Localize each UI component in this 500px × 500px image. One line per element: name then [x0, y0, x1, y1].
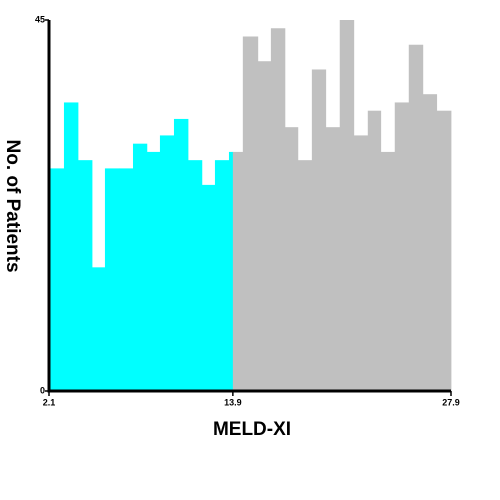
- bar: [325, 127, 341, 391]
- bar: [228, 151, 234, 391]
- y-tick-label: 45: [35, 14, 45, 24]
- x-tick-label: 13.9: [224, 397, 242, 407]
- y-axis-title: No. of Patients: [2, 139, 23, 272]
- bar: [132, 143, 148, 391]
- bar: [232, 151, 244, 391]
- x-axis-title: MELD-XI: [213, 419, 291, 440]
- bar: [173, 118, 189, 391]
- bar: [380, 151, 396, 391]
- x-tick-label: 27.9: [442, 397, 460, 407]
- y-tick-label: 0: [40, 385, 45, 395]
- bar: [297, 160, 313, 391]
- bar: [201, 184, 216, 391]
- x-tick-label: 2.1: [43, 397, 56, 407]
- bar: [436, 110, 452, 391]
- bar: [242, 36, 259, 391]
- bar: [63, 102, 79, 391]
- bar: [159, 135, 175, 391]
- bar: [77, 160, 93, 391]
- bar: [284, 127, 299, 391]
- bar: [187, 160, 203, 391]
- bar: [49, 168, 65, 391]
- bar: [353, 135, 369, 391]
- bar: [422, 94, 438, 391]
- bar: [214, 160, 230, 391]
- bar: [146, 151, 161, 391]
- bar: [92, 267, 106, 391]
- bar: [311, 69, 327, 391]
- bar: [367, 110, 382, 391]
- bar: [270, 28, 286, 391]
- bar: [118, 168, 134, 391]
- bar: [104, 168, 120, 391]
- bar: [408, 44, 424, 391]
- bar: [394, 102, 410, 391]
- bar: [339, 20, 355, 391]
- bar: [257, 61, 272, 391]
